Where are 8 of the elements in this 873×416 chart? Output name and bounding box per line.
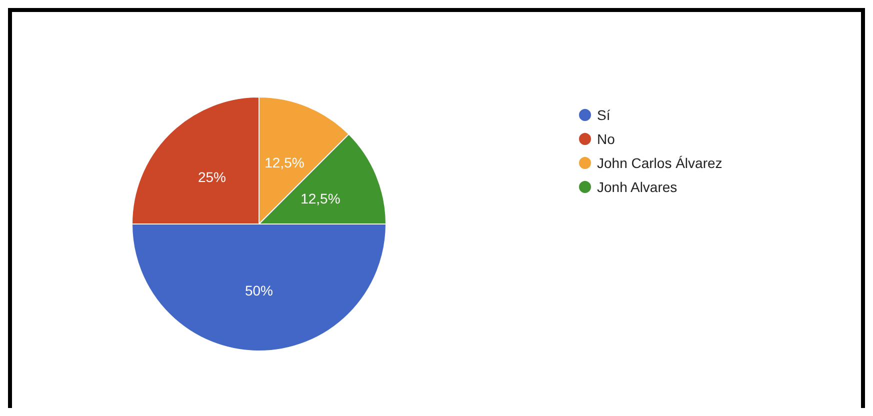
data-label: 25% (198, 168, 226, 185)
data-label: 12,5% (300, 190, 340, 207)
legend-label: No (597, 131, 616, 147)
legend-label: John Carlos Álvarez (597, 155, 722, 171)
data-label: 12,5% (264, 154, 304, 171)
data-label: 50% (244, 282, 274, 298)
legend-label: Sí (597, 107, 610, 123)
legend-label: Jonh Alvares (597, 179, 678, 195)
